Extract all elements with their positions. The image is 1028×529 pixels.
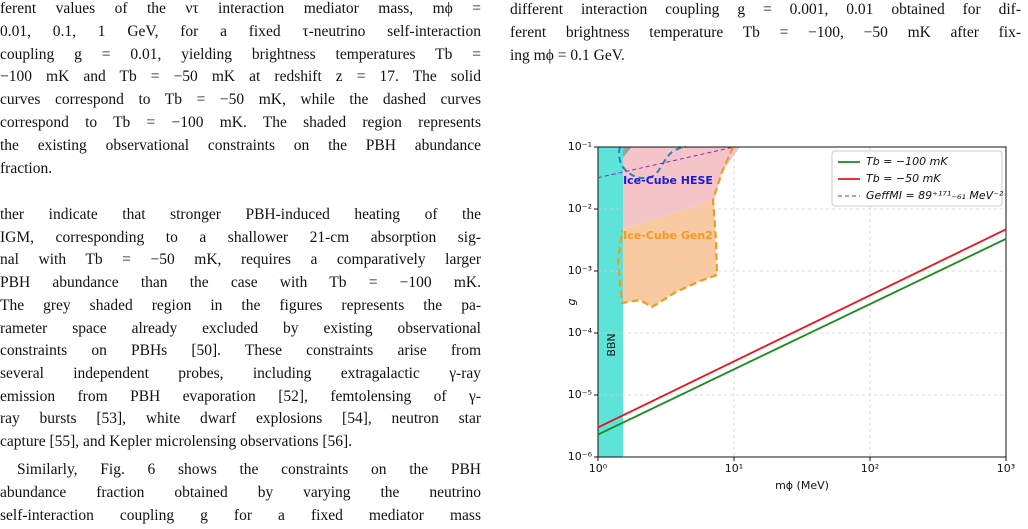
caption-line: correspond to Tb = −100 mK. The shaded r… bbox=[0, 114, 481, 131]
ice-cube-hese-label: Ice-Cube HESE bbox=[623, 174, 713, 187]
body-line: abundance fraction obtained by varying t… bbox=[0, 483, 481, 501]
caption-line: different interaction coupling g = 0.001… bbox=[510, 1, 1021, 18]
plot-frame bbox=[597, 146, 1007, 458]
body-line: IGM, corresponding to a shallower 21-cm … bbox=[0, 228, 481, 246]
body-line: capture [55], and Kepler microlensing ob… bbox=[0, 433, 353, 450]
ice-cube-gen2-label: Ice-Cube Gen2 bbox=[623, 229, 713, 242]
x-tick-label: 10⁰ bbox=[589, 462, 608, 475]
body-line: ray bursts [53], white dwarf explosions … bbox=[0, 410, 481, 428]
y-axis-label: g bbox=[565, 298, 578, 305]
x-tick-label: 10² bbox=[861, 462, 879, 475]
body-line: several independent probes, including ex… bbox=[0, 364, 481, 382]
body-line: The grey shaded region in the figures re… bbox=[0, 296, 481, 314]
body-line: rameter space already excluded by existi… bbox=[0, 319, 481, 337]
x-axis-label: mϕ (MeV) bbox=[775, 479, 829, 492]
ice-cube-hese-region bbox=[598, 147, 740, 232]
legend-label: GeffMI = 89⁺¹⁷¹₋₆₁ MeV⁻² bbox=[866, 189, 1004, 202]
body-line: Similarly, Fig. 6 shows the constraints … bbox=[17, 461, 481, 478]
legend-label: Tb = −50 mK bbox=[866, 172, 941, 185]
bbn-region bbox=[598, 147, 623, 457]
body-line: self-interaction coupling g for a fixed … bbox=[0, 506, 481, 524]
series-line bbox=[597, 146, 735, 179]
caption-line: −100 mK and Tb = −50 mK at redshift z = … bbox=[0, 68, 481, 86]
y-tick-label: 10⁻⁶ bbox=[568, 450, 593, 463]
x-tick-label: 10¹ bbox=[725, 462, 743, 475]
caption-line: ferent values of the ντ interaction medi… bbox=[0, 0, 481, 17]
y-tick-label: 10⁻⁵ bbox=[568, 388, 592, 401]
x-tick-label: 10³ bbox=[997, 462, 1015, 475]
bbn-label: BBN bbox=[605, 333, 618, 356]
y-tick-label: 10⁻³ bbox=[568, 264, 592, 277]
series-line bbox=[597, 238, 1007, 436]
legend-label: Tb = −100 mK bbox=[866, 155, 948, 168]
caption-line: ing mϕ = 0.1 GeV. bbox=[510, 46, 625, 64]
series-line bbox=[597, 228, 1007, 429]
caption-line: fraction. bbox=[0, 159, 53, 177]
y-tick-label: 10⁻² bbox=[568, 202, 592, 215]
legend-box bbox=[831, 150, 1003, 207]
body-line: ther indicate that stronger PBH-induced … bbox=[0, 206, 481, 223]
ice-cube-hese-boundary bbox=[618, 146, 687, 180]
body-line: nal with Tb = −50 mK, requires a compara… bbox=[0, 251, 481, 269]
body-line: constraints on PBHs [50]. These constrai… bbox=[0, 342, 481, 360]
caption-line: ferent brightness temperature Tb = −100,… bbox=[510, 23, 1021, 41]
caption-line: 0.01, 0.1, 1 GeV, for a fixed τ-neutrino… bbox=[0, 22, 481, 40]
body-line: emission from PBH evaporation [52], femt… bbox=[0, 387, 481, 405]
y-tick-label: 10⁻¹ bbox=[568, 140, 592, 153]
caption-line: curves correspond to Tb = −50 mK, while … bbox=[0, 91, 481, 109]
caption-line: the existing observational constraints o… bbox=[0, 136, 481, 154]
caption-line: coupling g = 0.01, yielding brightness t… bbox=[0, 45, 481, 63]
y-tick-label: 10⁻⁴ bbox=[568, 326, 593, 339]
ice-cube-gen2-region bbox=[618, 200, 717, 307]
body-line: PBH abundance than the case with Tb = −1… bbox=[0, 274, 481, 292]
ice-cube-gen2-boundary bbox=[616, 146, 735, 309]
